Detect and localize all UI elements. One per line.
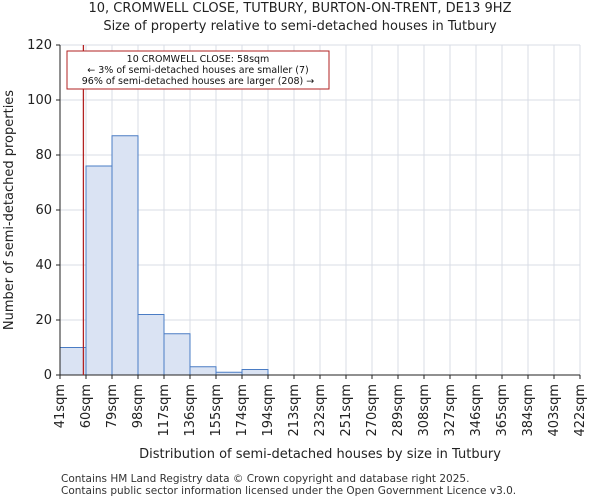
x-tick-label: 365sqm [495,384,510,437]
x-tick-label: 174sqm [235,384,250,437]
x-tick-label: 98sqm [131,384,146,428]
x-tick-label: 60sqm [79,384,94,428]
x-tick-label: 213sqm [287,384,302,437]
x-tick-label: 117sqm [157,384,172,437]
x-tick-label: 308sqm [417,384,432,437]
annotation-box [66,50,330,90]
chart-subtitle: Size of property relative to semi-detach… [103,19,497,34]
x-tick-label: 346sqm [469,384,484,437]
y-tick-label: 100 [27,93,52,108]
y-tick-label: 120 [27,38,52,53]
annotation-line-property: 10 CROMWELL CLOSE: 58sqm [127,54,270,65]
x-tick-label: 194sqm [261,384,276,437]
histogram-chart: 0 20 40 60 80 100 120 41sqm 60sqm 79sqm 98sqm 117sq… [2,38,588,462]
x-tick-label: 422sqm [573,384,588,437]
x-tick-label: 270sqm [365,384,380,437]
chart-title-address: 10, CROMWELL CLOSE, TUTBURY, BURTON-ON-T… [88,1,512,16]
y-axis-label: Number of semi-detached properties [2,90,17,330]
histogram-bar [85,165,113,376]
x-tick-label: 136sqm [183,384,198,437]
histogram-bar [163,333,191,376]
footer-licence: Contains public sector information licen… [61,485,517,497]
x-tick-label: 384sqm [521,384,536,437]
histogram-bar [137,314,165,376]
x-tick-label: 327sqm [443,384,458,437]
x-tick-label: 403sqm [547,384,562,437]
x-tick-label: 232sqm [313,384,328,437]
annotation-line-smaller: ← 3% of semi-detached houses are smaller… [87,65,308,76]
x-tick-label: 251sqm [339,384,354,437]
footer-copyright: Contains HM Land Registry data © Crown c… [61,473,470,485]
y-tick-label: 40 [35,258,52,273]
x-tick-label: 155sqm [209,384,224,437]
y-tick-label: 80 [35,148,52,163]
histogram-bar [59,347,87,376]
x-tick-label: 41sqm [53,384,68,428]
y-tick-label: 60 [35,203,52,218]
x-tick-label: 289sqm [391,384,406,437]
histogram-bar [111,135,139,376]
annotation-line-larger: 96% of semi-detached houses are larger (… [82,76,315,87]
histogram-bar [241,369,269,376]
y-tick-label: 0 [44,368,52,383]
x-tick-label: 79sqm [105,384,120,428]
x-axis-label: Distribution of semi-detached houses by … [139,447,501,462]
histogram-bar [189,366,217,376]
y-tick-label: 20 [35,313,52,328]
